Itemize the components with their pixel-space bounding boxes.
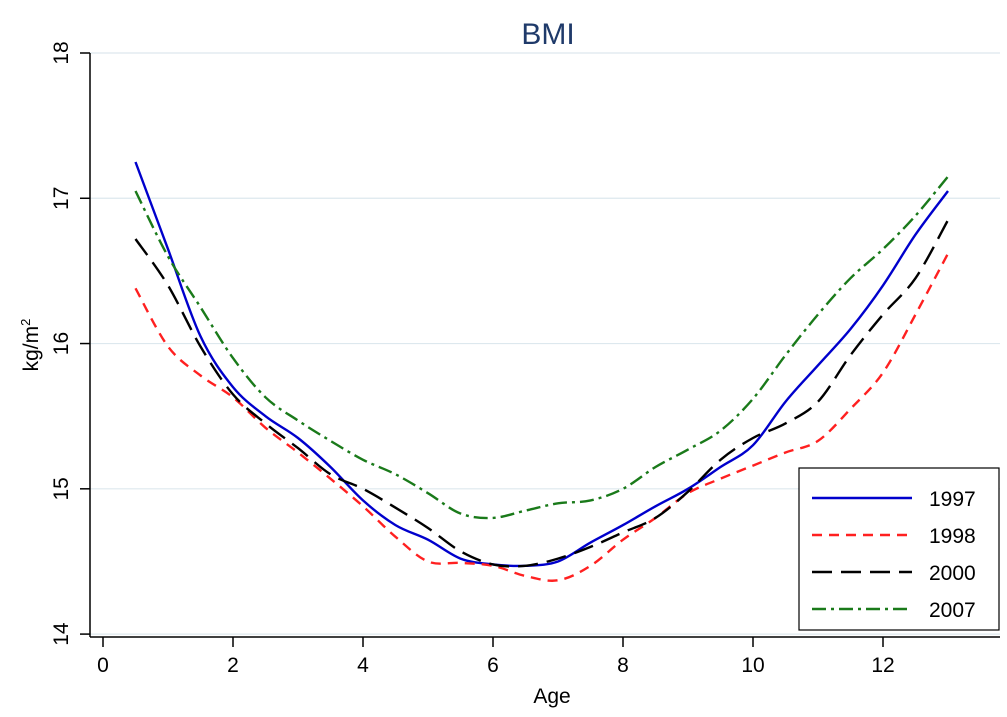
series-line-2007: [134, 175, 949, 520]
legend-label-1998: 1998: [929, 525, 976, 548]
y-tick-label: 14: [50, 622, 73, 646]
y-tick-label: 17: [50, 187, 73, 210]
y-tick-label: 16: [50, 332, 73, 355]
y-axis-title-superscript: 2: [18, 319, 33, 326]
legend-label-1997: 1997: [929, 488, 976, 511]
x-tick-label: 8: [617, 654, 629, 677]
x-tick-label: 0: [97, 654, 109, 677]
axis-ticks: 14 15 16 17 18 0 2 4 6 8 10 12: [50, 41, 895, 677]
x-axis-title: Age: [533, 685, 570, 708]
series-lines: [134, 161, 950, 582]
legend-box: [798, 467, 1000, 631]
y-axis-title-base: kg/m: [20, 326, 43, 372]
x-tick-label: 12: [871, 654, 894, 677]
chart-title: BMI: [521, 18, 574, 51]
axes: [89, 53, 1000, 638]
y-axis-title: kg/m2: [18, 319, 43, 372]
x-tick-label: 4: [357, 654, 369, 677]
series-line-1998: [134, 252, 950, 582]
legend: 1997 1998 2000 2007: [798, 467, 1000, 631]
x-tick-label: 6: [487, 654, 499, 677]
x-tick-label: 10: [741, 654, 764, 677]
x-tick-label: 2: [227, 654, 239, 677]
gridlines: [90, 52, 1000, 635]
legend-label-2007: 2007: [929, 599, 976, 622]
legend-label-2000: 2000: [929, 562, 976, 585]
y-tick-label: 15: [50, 477, 73, 500]
y-tick-label: 18: [50, 41, 73, 64]
